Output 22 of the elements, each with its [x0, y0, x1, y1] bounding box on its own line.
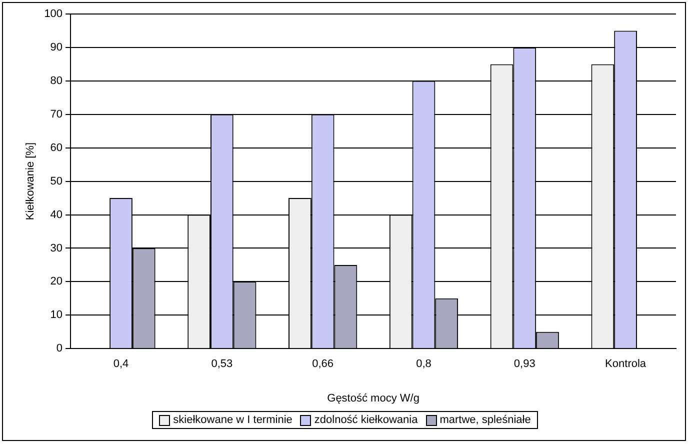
y-tick-label: 50 — [50, 175, 63, 188]
y-tick-label: 20 — [50, 276, 63, 288]
y-tick-label: 80 — [50, 74, 63, 87]
y-tick-label: 100 — [44, 8, 63, 20]
legend-label: zdolność kiełkowania — [314, 414, 418, 426]
y-tick-label: 30 — [50, 242, 63, 254]
y-tick-label: 10 — [50, 309, 63, 322]
x-tick-label: 0,66 — [312, 358, 334, 370]
y-axis-title: Kiełkowanie [%] — [24, 142, 37, 220]
y-tick-label: 90 — [50, 41, 63, 54]
x-tick-label: Kontrola — [605, 358, 647, 370]
legend-label: martwe, spleśniałe — [440, 414, 531, 426]
x-tick-label: 0,93 — [514, 358, 536, 370]
y-tick-label: 0 — [56, 342, 63, 355]
y-tick-label: 70 — [50, 108, 63, 120]
x-tick-label: 0,4 — [113, 358, 129, 370]
y-tick-label: 40 — [50, 208, 63, 221]
x-tick-label: 0,53 — [211, 358, 233, 370]
x-axis-title: Gęstość mocy W/g — [327, 392, 420, 404]
x-tick-label: 0,8 — [416, 358, 432, 370]
y-tick-label: 60 — [50, 142, 63, 154]
legend-label: skiełkowane w I terminie — [173, 414, 292, 426]
